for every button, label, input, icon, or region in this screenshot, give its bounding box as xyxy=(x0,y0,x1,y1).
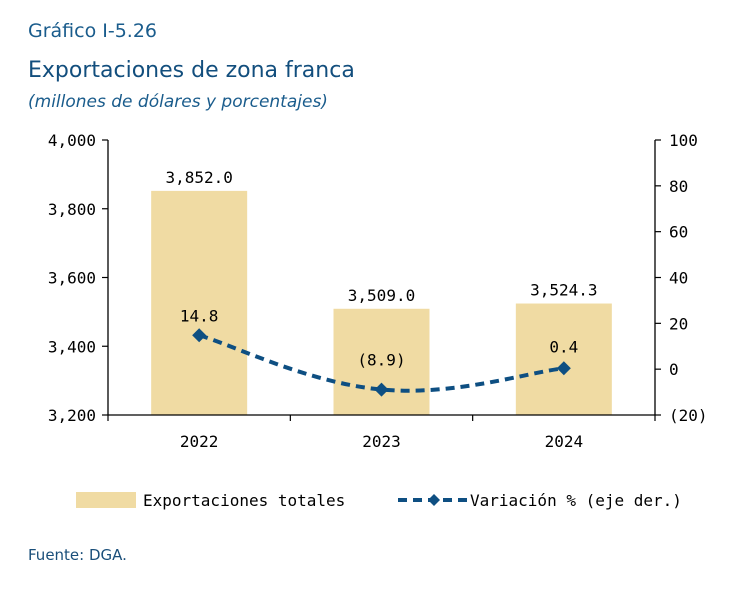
left-tick-label: 3,600 xyxy=(48,269,96,288)
variation-marker-2022 xyxy=(192,328,207,343)
right-tick-label: 0 xyxy=(669,360,679,379)
legend-bar-label: Exportaciones totales xyxy=(143,491,345,510)
chart-subtitle: (millones de dólares y porcentajes) xyxy=(28,92,328,112)
bar-value-label: 3,524.3 xyxy=(530,281,597,300)
variation-value-label: 0.4 xyxy=(549,337,578,356)
x-tick-label: 2023 xyxy=(362,432,401,451)
bar-value-label: 3,852.0 xyxy=(165,168,232,187)
figure-label: Gráfico I-5.26 xyxy=(28,20,158,42)
left-tick-label: 3,200 xyxy=(48,406,96,425)
bar-value-label: 3,509.0 xyxy=(348,286,415,305)
right-tick-label: 20 xyxy=(669,314,688,333)
variation-marker-2024 xyxy=(556,361,571,376)
bar-2024 xyxy=(515,303,612,415)
legend-line-label: Variación % (eje der.) xyxy=(470,491,682,510)
right-tick-label: 40 xyxy=(669,269,688,288)
x-tick-label: 2024 xyxy=(545,432,584,451)
variation-line xyxy=(198,333,565,393)
right-tick-label: 100 xyxy=(669,131,698,150)
right-tick-label: 80 xyxy=(669,177,688,196)
bar-2023 xyxy=(333,308,430,415)
legend-line-marker xyxy=(428,494,440,506)
x-tick-label: 2022 xyxy=(180,432,219,451)
source-note: Fuente: DGA. xyxy=(28,546,127,564)
variation-value-label: (8.9) xyxy=(357,351,405,370)
variation-marker-2023 xyxy=(374,382,389,397)
right-tick-label: (20) xyxy=(669,406,708,425)
variation-value-label: 14.8 xyxy=(180,306,219,325)
left-tick-label: 4,000 xyxy=(48,131,96,150)
right-tick-label: 60 xyxy=(669,223,688,242)
bar-2022 xyxy=(151,190,248,415)
chart-title: Exportaciones de zona franca xyxy=(28,58,355,83)
left-tick-label: 3,400 xyxy=(48,337,96,356)
left-tick-label: 3,800 xyxy=(48,200,96,219)
legend-bar-swatch xyxy=(76,492,136,508)
